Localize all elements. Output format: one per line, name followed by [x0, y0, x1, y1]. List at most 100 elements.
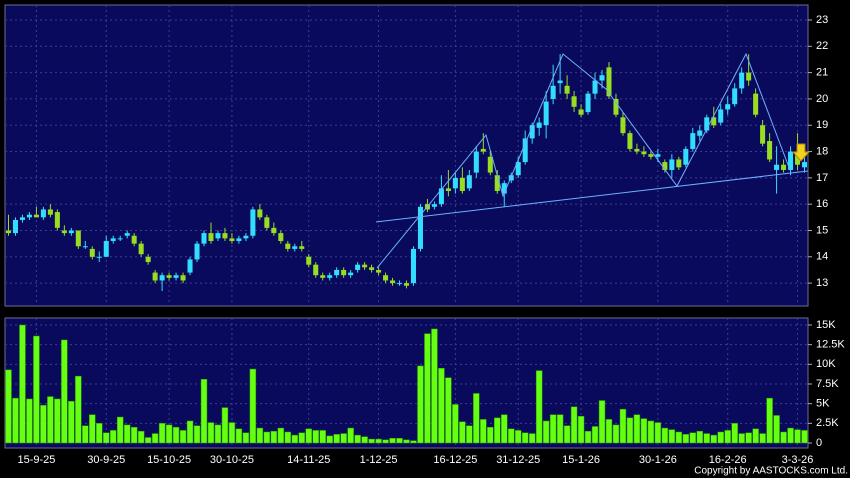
volume-bar: [110, 430, 117, 444]
volume-bar: [40, 404, 47, 444]
volume-bar: [487, 427, 494, 444]
candle-body: [557, 80, 563, 84]
candle-body: [606, 67, 612, 97]
volume-bar: [389, 438, 396, 444]
candle-body: [194, 243, 200, 260]
volume-bar: [626, 417, 634, 444]
volume-bar: [417, 365, 424, 444]
candle-body: [529, 125, 535, 139]
volume-bar: [361, 436, 368, 444]
y-tick-label: 21: [816, 67, 828, 79]
candle-body: [564, 85, 570, 94]
price-panel: [4, 4, 809, 307]
candle-body: [383, 275, 389, 281]
volume-bar: [221, 407, 229, 444]
volume-bar: [151, 433, 159, 444]
y-tick-label: 20: [816, 93, 828, 105]
candle-body: [124, 233, 130, 236]
volume-bar: [68, 401, 75, 444]
x-tick-label: 16-2-26: [709, 454, 747, 466]
candle-body: [704, 117, 710, 131]
candle-body: [341, 269, 347, 276]
volume-bar: [396, 438, 403, 444]
volume-bar: [563, 425, 571, 444]
candle-body: [264, 217, 270, 228]
candle-body: [515, 162, 521, 176]
volume-bar: [214, 424, 222, 444]
candle-body: [201, 233, 207, 244]
x-tick-label: 30-1-26: [639, 454, 677, 466]
candle-body: [452, 177, 458, 189]
volume-bar: [689, 432, 697, 444]
volume-bar: [424, 333, 431, 444]
candle-body: [431, 204, 437, 207]
volume-bar: [745, 432, 752, 444]
volume-bar: [312, 430, 319, 444]
candle-body: [334, 269, 340, 276]
candle-body: [229, 238, 235, 242]
y-tick-label: 12.5K: [816, 339, 845, 351]
candle-body: [683, 148, 689, 165]
volume-bar: [277, 427, 285, 444]
volume-bar: [466, 425, 473, 444]
y-tick-label: 15: [816, 224, 828, 236]
candle-body: [718, 109, 724, 123]
candle-body: [725, 104, 731, 110]
candle-body: [159, 275, 165, 281]
volume-bar: [137, 430, 145, 444]
volume-bar: [263, 431, 271, 444]
candle-body: [40, 209, 46, 218]
volume-bar: [640, 418, 648, 444]
volume-bar: [508, 428, 515, 444]
y-tick-label: 23: [816, 14, 828, 26]
volume-bar: [445, 377, 452, 444]
volume-bar: [717, 431, 724, 444]
volume-bar: [612, 424, 620, 444]
candle-body: [278, 233, 284, 242]
candle-body: [327, 275, 333, 278]
candle-body: [662, 162, 668, 170]
candle-body: [466, 175, 472, 189]
candle-body: [487, 156, 493, 173]
volume-bar: [438, 368, 445, 444]
y-tick-label: 0: [816, 437, 822, 449]
candle-body: [760, 125, 766, 144]
volume-bar: [584, 430, 592, 444]
volume-bar: [382, 439, 389, 444]
x-tick-label: 15-1-26: [562, 454, 600, 466]
candle-body: [501, 183, 507, 194]
candle-body: [543, 101, 549, 126]
volume-bar: [654, 422, 662, 444]
volume-bar: [54, 398, 61, 444]
volume-bar: [368, 438, 375, 444]
volume-bar: [494, 417, 501, 444]
volume-bar: [116, 416, 124, 444]
candle-body: [285, 243, 291, 249]
y-tick-label: 15K: [816, 319, 836, 331]
y-tick-label: 17: [816, 172, 828, 184]
candle-body: [801, 162, 808, 168]
volume-bar: [75, 375, 82, 444]
candle-body: [613, 98, 619, 115]
volume-bar: [668, 429, 676, 444]
candle-body: [131, 235, 137, 244]
volume-bar: [521, 432, 529, 444]
volume-bar: [787, 427, 794, 444]
candle-body: [536, 122, 542, 128]
volume-bar: [96, 423, 103, 444]
x-tick-label: 1-12-25: [360, 454, 398, 466]
x-tick-label: 30-10-25: [210, 454, 254, 466]
candle-body: [362, 264, 368, 268]
candle-body: [550, 85, 556, 99]
candle-body: [697, 130, 703, 136]
x-tick-label: 30-9-25: [87, 454, 125, 466]
volume-bar: [577, 416, 585, 444]
volume-bar: [549, 414, 557, 444]
volume-bar: [675, 431, 683, 444]
candle-body: [369, 267, 375, 270]
candle-body: [788, 151, 794, 170]
candle-body: [410, 248, 416, 284]
volume-bar: [619, 408, 627, 444]
volume-bar: [19, 324, 26, 444]
candle-body: [145, 256, 151, 263]
